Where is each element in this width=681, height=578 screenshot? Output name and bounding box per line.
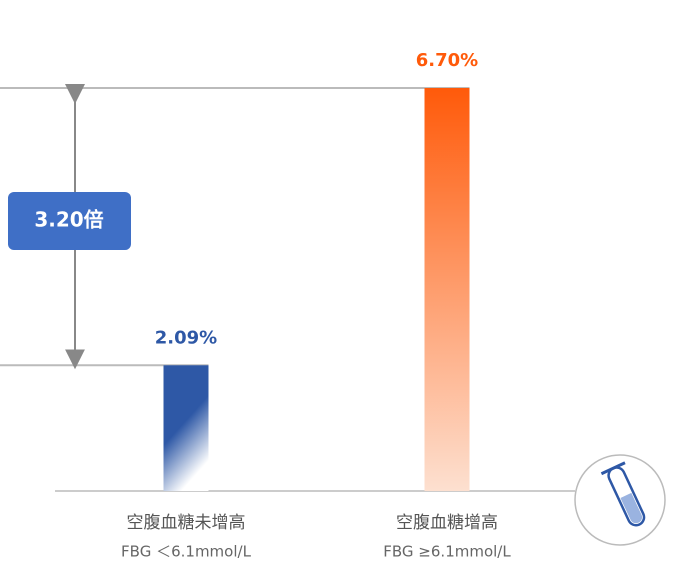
ratio-label: 3.20倍 [34, 208, 103, 232]
x-tick-label: 空腹血糖未增高 [127, 513, 246, 533]
test-tube-icon [574, 454, 666, 546]
category-note: FBG ＜6.1mmol/L [121, 543, 252, 561]
category-note: FBG ≥6.1mmol/L [383, 543, 511, 561]
value-label: 2.09% [155, 327, 217, 348]
value-label: 6.70% [416, 50, 478, 71]
bar [163, 365, 209, 491]
x-tick-label: 空腹血糖增高 [396, 513, 498, 533]
ratio-box [8, 192, 131, 250]
bar [424, 88, 470, 491]
